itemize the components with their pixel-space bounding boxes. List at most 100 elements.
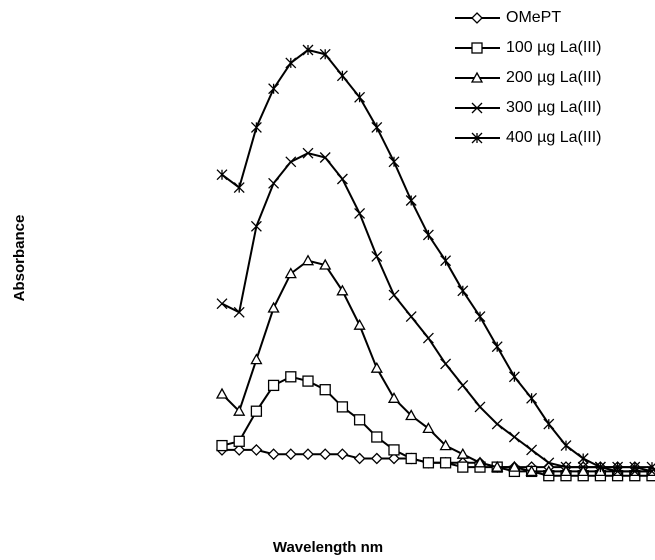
marker: [405, 409, 418, 421]
marker: [471, 102, 483, 114]
marker: [302, 448, 314, 461]
marker: [319, 48, 331, 60]
marker: [250, 353, 263, 365]
marker: [353, 452, 366, 465]
marker: [508, 371, 520, 383]
marker: [371, 250, 383, 262]
marker: [456, 447, 469, 459]
marker: [284, 267, 297, 279]
marker: [577, 461, 589, 473]
series-line: [221, 259, 652, 473]
marker: [473, 456, 487, 468]
marker: [471, 12, 483, 24]
marker: [336, 448, 349, 461]
marker: [319, 152, 331, 163]
marker: [560, 461, 572, 473]
marker: [525, 465, 538, 477]
marker: [268, 177, 280, 189]
marker: [388, 156, 400, 168]
legend-label: 300 µg La(III): [506, 99, 602, 116]
marker: [388, 289, 400, 301]
marker: [336, 284, 349, 296]
x-axis-title: Wavelength nm: [273, 539, 383, 556]
marker: [250, 443, 263, 456]
marker: [250, 121, 262, 133]
marker: [577, 453, 589, 464]
marker: [457, 379, 469, 391]
marker: [387, 391, 401, 403]
marker: [233, 306, 245, 318]
marker: [268, 83, 280, 95]
marker: [405, 195, 417, 206]
marker: [440, 358, 452, 370]
marker: [233, 435, 245, 447]
marker: [370, 361, 383, 373]
marker: [439, 457, 452, 469]
marker: [302, 375, 314, 387]
marker: [405, 311, 417, 323]
marker: [629, 461, 641, 473]
marker: [422, 229, 434, 241]
series-line: [221, 152, 652, 473]
marker: [336, 70, 348, 82]
legend-label: 200 µg La(III): [506, 69, 602, 86]
marker: [543, 418, 555, 430]
marker: [612, 461, 624, 473]
marker: [371, 431, 383, 443]
marker: [284, 448, 297, 461]
legend-label: 400 µg La(III): [506, 129, 602, 146]
marker: [422, 332, 434, 344]
marker: [491, 460, 504, 472]
marker: [285, 156, 297, 168]
marker: [370, 452, 383, 465]
marker: [405, 452, 417, 465]
marker: [233, 443, 246, 456]
marker: [215, 387, 229, 399]
marker: [319, 448, 332, 461]
marker: [233, 182, 245, 194]
marker: [560, 440, 572, 452]
marker: [388, 452, 400, 465]
marker: [353, 414, 366, 426]
marker: [354, 207, 366, 219]
marker: [559, 465, 573, 477]
marker: [285, 371, 297, 383]
marker: [267, 301, 280, 313]
marker: [250, 405, 263, 417]
marker: [285, 57, 297, 69]
marker: [439, 439, 452, 451]
marker: [457, 285, 469, 297]
marker: [388, 444, 400, 456]
marker: [336, 173, 348, 185]
marker: [216, 439, 228, 452]
marker: [301, 254, 315, 266]
marker: [267, 379, 280, 392]
marker: [646, 461, 655, 473]
marker: [319, 258, 332, 270]
legend-label: OMePT: [506, 9, 561, 26]
marker: [319, 384, 331, 396]
marker: [577, 465, 590, 477]
marker: [508, 460, 521, 472]
marker: [336, 401, 349, 413]
marker: [302, 44, 314, 56]
marker: [471, 132, 483, 144]
marker: [233, 404, 246, 416]
marker: [457, 461, 469, 473]
marker: [354, 91, 366, 103]
marker: [216, 169, 228, 181]
marker: [508, 431, 520, 443]
marker: [440, 255, 452, 267]
marker: [542, 465, 555, 477]
marker: [250, 220, 262, 232]
marker: [422, 457, 435, 469]
marker: [267, 448, 280, 461]
marker: [471, 42, 483, 54]
marker: [470, 71, 484, 83]
marker: [302, 147, 314, 159]
marker: [526, 392, 538, 404]
marker: [491, 418, 503, 430]
marker: [491, 341, 503, 353]
marker: [594, 461, 606, 473]
